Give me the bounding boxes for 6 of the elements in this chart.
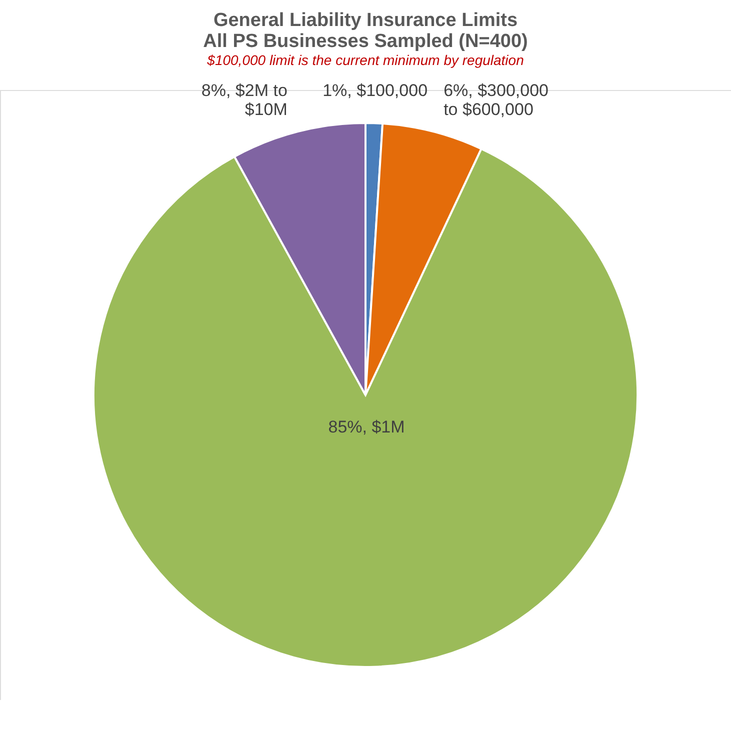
slice-label: 6%, $300,000 to $600,000: [444, 80, 549, 119]
slice-label: 85%, $1M: [328, 418, 405, 437]
slice-label: 1%, $100,000: [322, 81, 428, 100]
chart-subtitle: $100,000 limit is the current minimum by regulation: [206, 52, 524, 68]
chart-title: General Liability Insurance Limits All PS Businesses Sampled (N=400): [203, 10, 528, 52]
slice-label: 8%, $2M to $10M: [201, 80, 288, 119]
